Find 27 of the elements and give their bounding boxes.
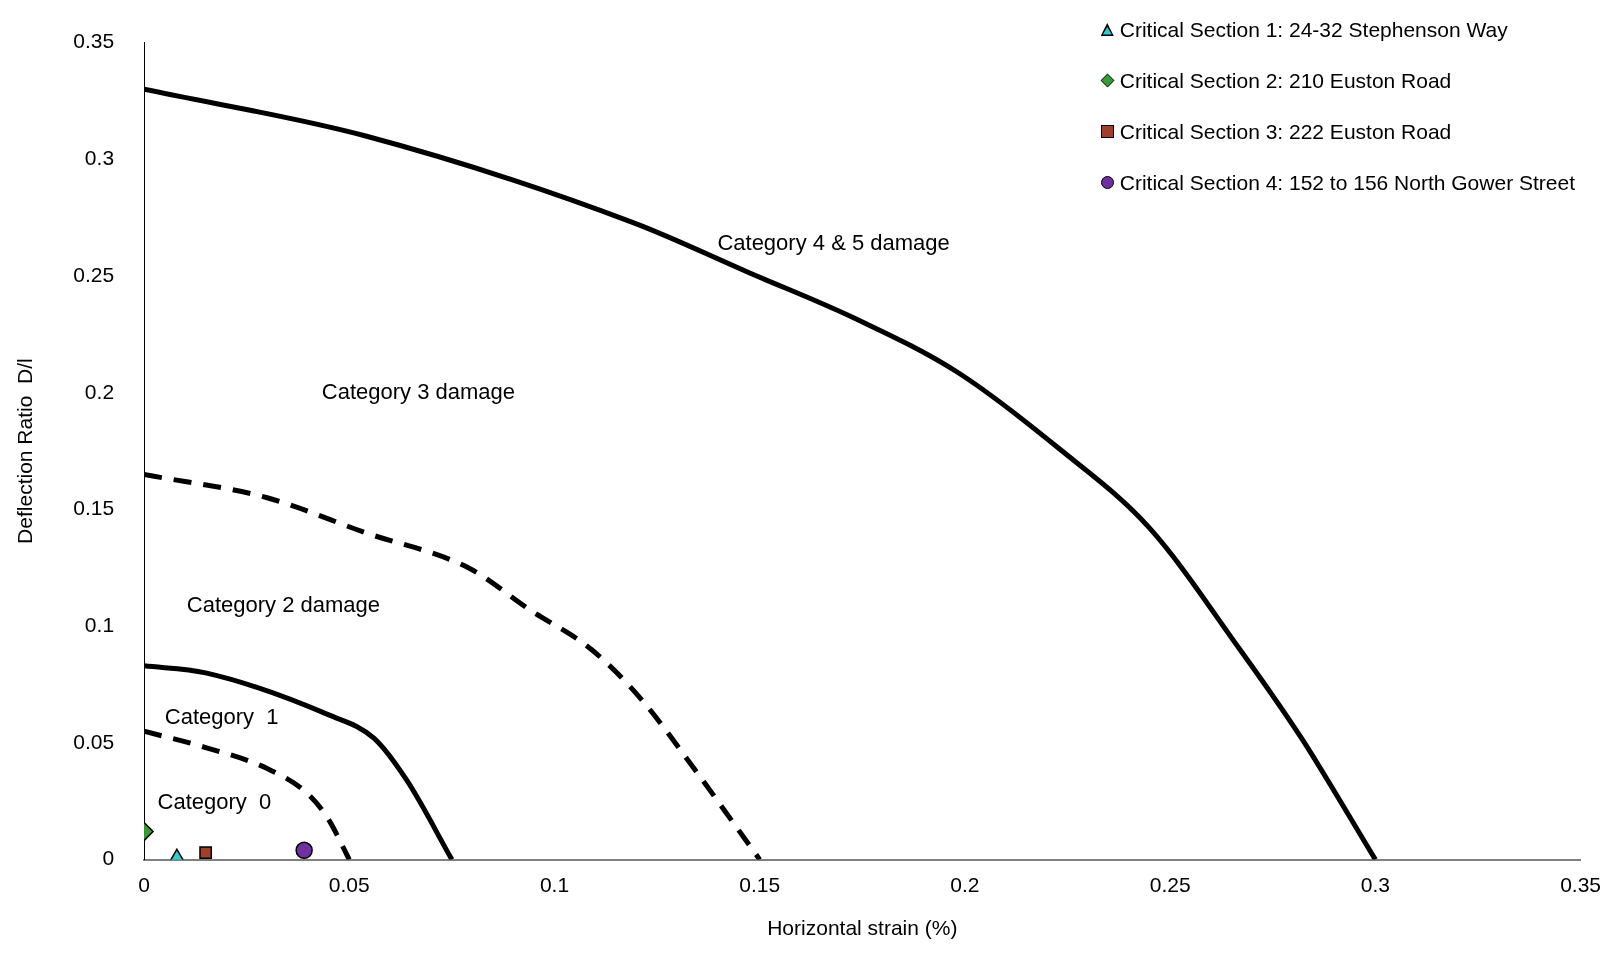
x-tick-label: 0 — [138, 873, 150, 896]
annotation: Category 3 damage — [321, 379, 516, 405]
annotation: Category 1 — [164, 703, 279, 729]
y-tick-label: 0.15 — [73, 496, 115, 520]
x-tick-label: 0.25 — [1149, 873, 1191, 896]
x-tick-label: 0.05 — [328, 873, 370, 896]
annotation: Category 4 & 5 damage — [717, 229, 950, 255]
y-tick-label: 0.1 — [84, 612, 115, 636]
x-tick-label: 0.1 — [539, 873, 570, 896]
legend-label: Critical Section 3: 222 Euston Road — [1119, 119, 1452, 144]
legend-label: Critical Section 2: 210 Euston Road — [1119, 68, 1452, 93]
annotation: Category 2 damage — [186, 591, 381, 617]
x-tick-label: 0.35 — [1560, 873, 1601, 896]
legend-label: Critical Section 1: 24-32 Stephenson Way — [1119, 17, 1508, 42]
y-tick-label: 0.05 — [73, 729, 115, 753]
y-tick-label: 0.2 — [84, 379, 115, 403]
y-tick-label: 0.35 — [73, 29, 115, 53]
y-axis-title: Deflection Ratio D/l — [13, 358, 37, 544]
y-tick-label: 0 — [102, 846, 115, 870]
x-tick-label: 0.15 — [739, 873, 781, 896]
legend-label: Critical Section 4: 152 to 156 North Gower Street — [1119, 170, 1575, 195]
y-tick-label: 0.25 — [73, 262, 115, 286]
x-axis-title: Horizontal strain (%) — [767, 916, 958, 940]
x-tick-label: 0.2 — [950, 873, 980, 896]
x-tick-label: 0.3 — [1360, 873, 1390, 896]
annotation: Category 0 — [157, 789, 272, 815]
y-tick-label: 0.3 — [84, 146, 115, 170]
